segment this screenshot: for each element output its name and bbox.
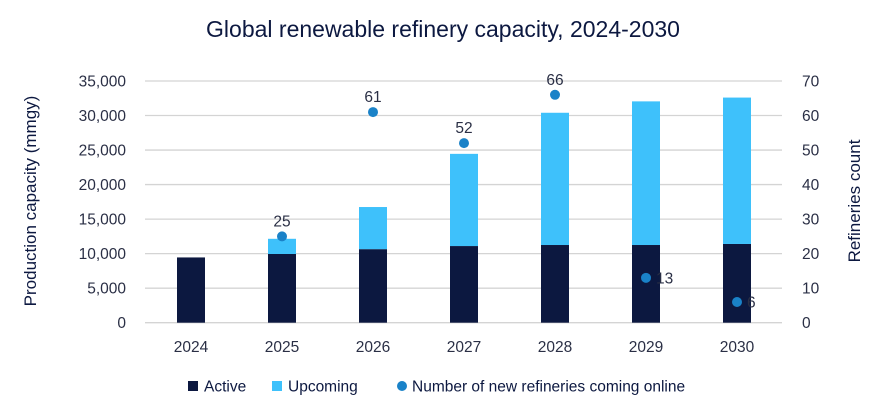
y-tick-label: 5,000 — [87, 281, 126, 298]
bar-active — [450, 246, 478, 323]
scatter-point — [277, 231, 287, 242]
y2-axis-label: Refineries count — [845, 139, 864, 262]
bar-upcoming — [268, 238, 296, 254]
x-tick-label: 2030 — [720, 339, 755, 356]
data-label: 25 — [273, 213, 290, 230]
y-tick-label: 15,000 — [79, 212, 127, 229]
y-tick-label: 0 — [117, 315, 126, 332]
x-tick-label: 2024 — [174, 339, 209, 356]
scatter-point — [732, 296, 742, 307]
data-label: 52 — [455, 120, 472, 137]
y2-axis-ticks: 0 10 20 30 40 50 60 70 — [802, 74, 820, 333]
scatter-point — [459, 138, 469, 149]
chart-title: Global renewable refinery capacity, 2024… — [206, 16, 680, 42]
y-axis-ticks: 0 5,000 10,000 15,000 20,000 25,000 30,000 35,0… — [79, 74, 127, 333]
data-label: 61 — [364, 89, 381, 106]
y-tick-label: 35,000 — [79, 74, 127, 91]
scatter-point — [550, 89, 560, 100]
data-label: 13 — [656, 270, 673, 287]
bar-active — [723, 243, 751, 323]
bar-upcoming — [723, 97, 751, 244]
data-label: 66 — [546, 72, 563, 89]
scatter-points: 25 61 52 66 13 6 — [273, 72, 755, 312]
x-tick-label: 2029 — [629, 339, 663, 356]
bar-active — [177, 257, 205, 323]
x-tick-label: 2028 — [538, 339, 572, 356]
legend-swatch-upcoming — [272, 381, 282, 391]
legend-label-upcoming: Upcoming — [288, 379, 358, 396]
y2-tick-label: 70 — [802, 74, 820, 91]
scatter-point — [641, 272, 651, 283]
y2-tick-label: 0 — [802, 315, 811, 332]
y2-tick-label: 40 — [802, 177, 820, 194]
y2-tick-label: 30 — [802, 212, 820, 229]
x-tick-label: 2025 — [265, 339, 299, 356]
bar-upcoming — [359, 207, 387, 250]
legend-swatch-new-refineries — [397, 381, 407, 391]
y-tick-label: 20,000 — [79, 177, 127, 194]
bar-upcoming — [632, 101, 660, 246]
y2-tick-label: 10 — [802, 281, 820, 298]
y-tick-label: 25,000 — [79, 143, 127, 160]
y2-tick-label: 50 — [802, 143, 820, 160]
bar-active — [541, 245, 569, 323]
legend-label-new-refineries: Number of new refineries coming online — [412, 379, 685, 396]
x-tick-label: 2026 — [356, 339, 390, 356]
y2-tick-label: 20 — [802, 246, 820, 263]
x-axis-ticks: 2024 2025 2026 2027 2028 2029 2030 — [174, 339, 755, 356]
bar-active — [632, 245, 660, 323]
bar-active — [268, 253, 296, 323]
y-tick-label: 30,000 — [79, 108, 127, 125]
y-tick-label: 10,000 — [79, 246, 127, 263]
x-tick-label: 2027 — [447, 339, 481, 356]
legend-label-active: Active — [204, 379, 246, 396]
data-label: 6 — [747, 294, 756, 311]
bars — [177, 97, 751, 323]
legend: Active Upcoming Number of new refineries c… — [188, 379, 685, 396]
bar-active — [359, 249, 387, 323]
y-axis-label: Production capacity (mmgy) — [21, 96, 40, 307]
bar-upcoming — [450, 153, 478, 247]
scatter-point — [368, 107, 378, 118]
bar-upcoming — [541, 112, 569, 246]
legend-swatch-active — [188, 381, 198, 391]
y2-tick-label: 60 — [802, 108, 820, 125]
